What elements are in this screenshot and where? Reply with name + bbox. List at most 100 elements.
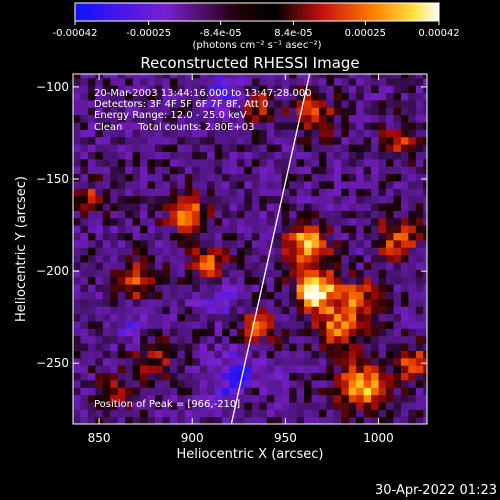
heatmap-cell — [95, 202, 104, 211]
heatmap-cell — [125, 129, 134, 138]
heatmap-cell — [415, 409, 424, 418]
heatmap-cell — [147, 387, 156, 396]
heatmap-cell — [73, 107, 82, 116]
heatmap-cell — [87, 387, 96, 396]
heatmap-cell — [110, 92, 119, 101]
heatmap-cell — [199, 394, 208, 403]
heatmap-cell — [236, 350, 246, 359]
heatmap-cell — [251, 158, 260, 167]
heatmap-cell — [244, 276, 253, 285]
heatmap-cell — [80, 114, 89, 123]
heatmap-cell — [386, 320, 395, 329]
heatmap-cell — [274, 114, 283, 123]
heatmap-cell — [117, 335, 126, 344]
heatmap-cell — [259, 92, 268, 101]
heatmap-cell — [393, 394, 402, 403]
heatmap-cell — [95, 77, 104, 86]
heatmap-cell — [214, 77, 223, 86]
heatmap-cell — [162, 151, 171, 160]
heatmap-cell — [386, 129, 395, 138]
heatmap-cell — [318, 114, 327, 123]
heatmap-cell — [274, 173, 283, 182]
heatmap-cell — [95, 188, 104, 197]
heatmap-cell — [177, 173, 186, 182]
heatmap-cell — [87, 144, 96, 152]
heatmap-cell — [348, 335, 357, 344]
heatmap-cell — [393, 379, 402, 388]
heatmap-cell — [318, 188, 327, 197]
heatmap-cell — [110, 85, 119, 94]
heatmap-cell — [378, 284, 387, 292]
heatmap-cell — [326, 74, 335, 79]
heatmap-cell — [251, 210, 260, 219]
heatmap-cell — [378, 261, 387, 270]
heatmap-cell — [102, 254, 111, 263]
heatmap-cell — [154, 365, 164, 374]
heatmap-cell — [102, 365, 111, 374]
heatmap-cell — [415, 225, 424, 234]
heatmap-cell — [95, 298, 104, 307]
heatmap-cell — [341, 387, 350, 396]
heatmap-cell — [423, 313, 427, 322]
heatmap-cell — [371, 291, 380, 300]
heatmap-cell — [117, 276, 126, 285]
heatmap-cell — [154, 173, 164, 182]
heatmap-cell — [132, 99, 141, 108]
heatmap-cell — [80, 387, 89, 396]
heatmap-cell — [251, 129, 260, 138]
heatmap-cell — [318, 85, 327, 94]
heatmap-cell — [356, 320, 365, 329]
heatmap-cell — [80, 298, 89, 307]
heatmap-cell — [140, 121, 149, 130]
heatmap-cell — [423, 85, 427, 94]
heatmap-cell — [102, 306, 111, 315]
heatmap-cell — [80, 313, 89, 322]
heatmap-cell — [95, 372, 104, 381]
heatmap-cell — [244, 313, 253, 322]
heatmap-cell — [162, 247, 171, 256]
heatmap-cell — [110, 144, 119, 152]
heatmap-cell — [125, 284, 134, 292]
heatmap-cell — [154, 284, 164, 292]
heatmap-cell — [281, 225, 290, 234]
heatmap-cell — [289, 247, 298, 256]
heatmap-cell — [378, 328, 387, 337]
heatmap-cell — [154, 114, 164, 123]
heatmap-cell — [222, 217, 231, 226]
heatmap-cell — [222, 121, 231, 130]
heatmap-cell — [296, 144, 305, 152]
heatmap-cell — [177, 77, 186, 86]
heatmap-cell — [423, 298, 427, 307]
heatmap-cell — [244, 144, 253, 152]
heatmap-cell — [266, 85, 275, 94]
heatmap-cell — [110, 276, 119, 285]
heatmap-cell — [393, 225, 402, 234]
heatmap-cell — [169, 335, 178, 344]
heatmap-cell — [169, 357, 178, 366]
heatmap-cell — [169, 291, 178, 300]
heatmap-cell — [311, 232, 320, 241]
heatmap-cell — [162, 357, 171, 366]
heatmap-cell — [259, 217, 268, 226]
heatmap-cell — [423, 416, 427, 424]
heatmap-cell — [251, 269, 260, 278]
heatmap-cell — [326, 284, 335, 292]
heatmap-cell — [95, 144, 104, 152]
heatmap-cell — [125, 74, 134, 79]
heatmap-cell — [289, 313, 298, 322]
heatmap-cell — [110, 217, 119, 226]
heatmap-cell — [207, 365, 216, 374]
heatmap-cell — [95, 92, 104, 101]
heatmap-cell — [102, 320, 111, 329]
heatmap-cell — [125, 77, 134, 86]
heatmap-cell — [102, 136, 111, 145]
heatmap-cell — [110, 225, 119, 234]
heatmap-cell — [110, 210, 119, 219]
heatmap-cell — [244, 254, 253, 263]
heatmap-cell — [251, 320, 260, 329]
heatmap-cell — [378, 195, 387, 204]
heatmap-cell — [199, 335, 208, 344]
heatmap-cell — [222, 195, 231, 204]
heatmap-cell — [117, 306, 126, 315]
heatmap-cell — [154, 85, 164, 94]
